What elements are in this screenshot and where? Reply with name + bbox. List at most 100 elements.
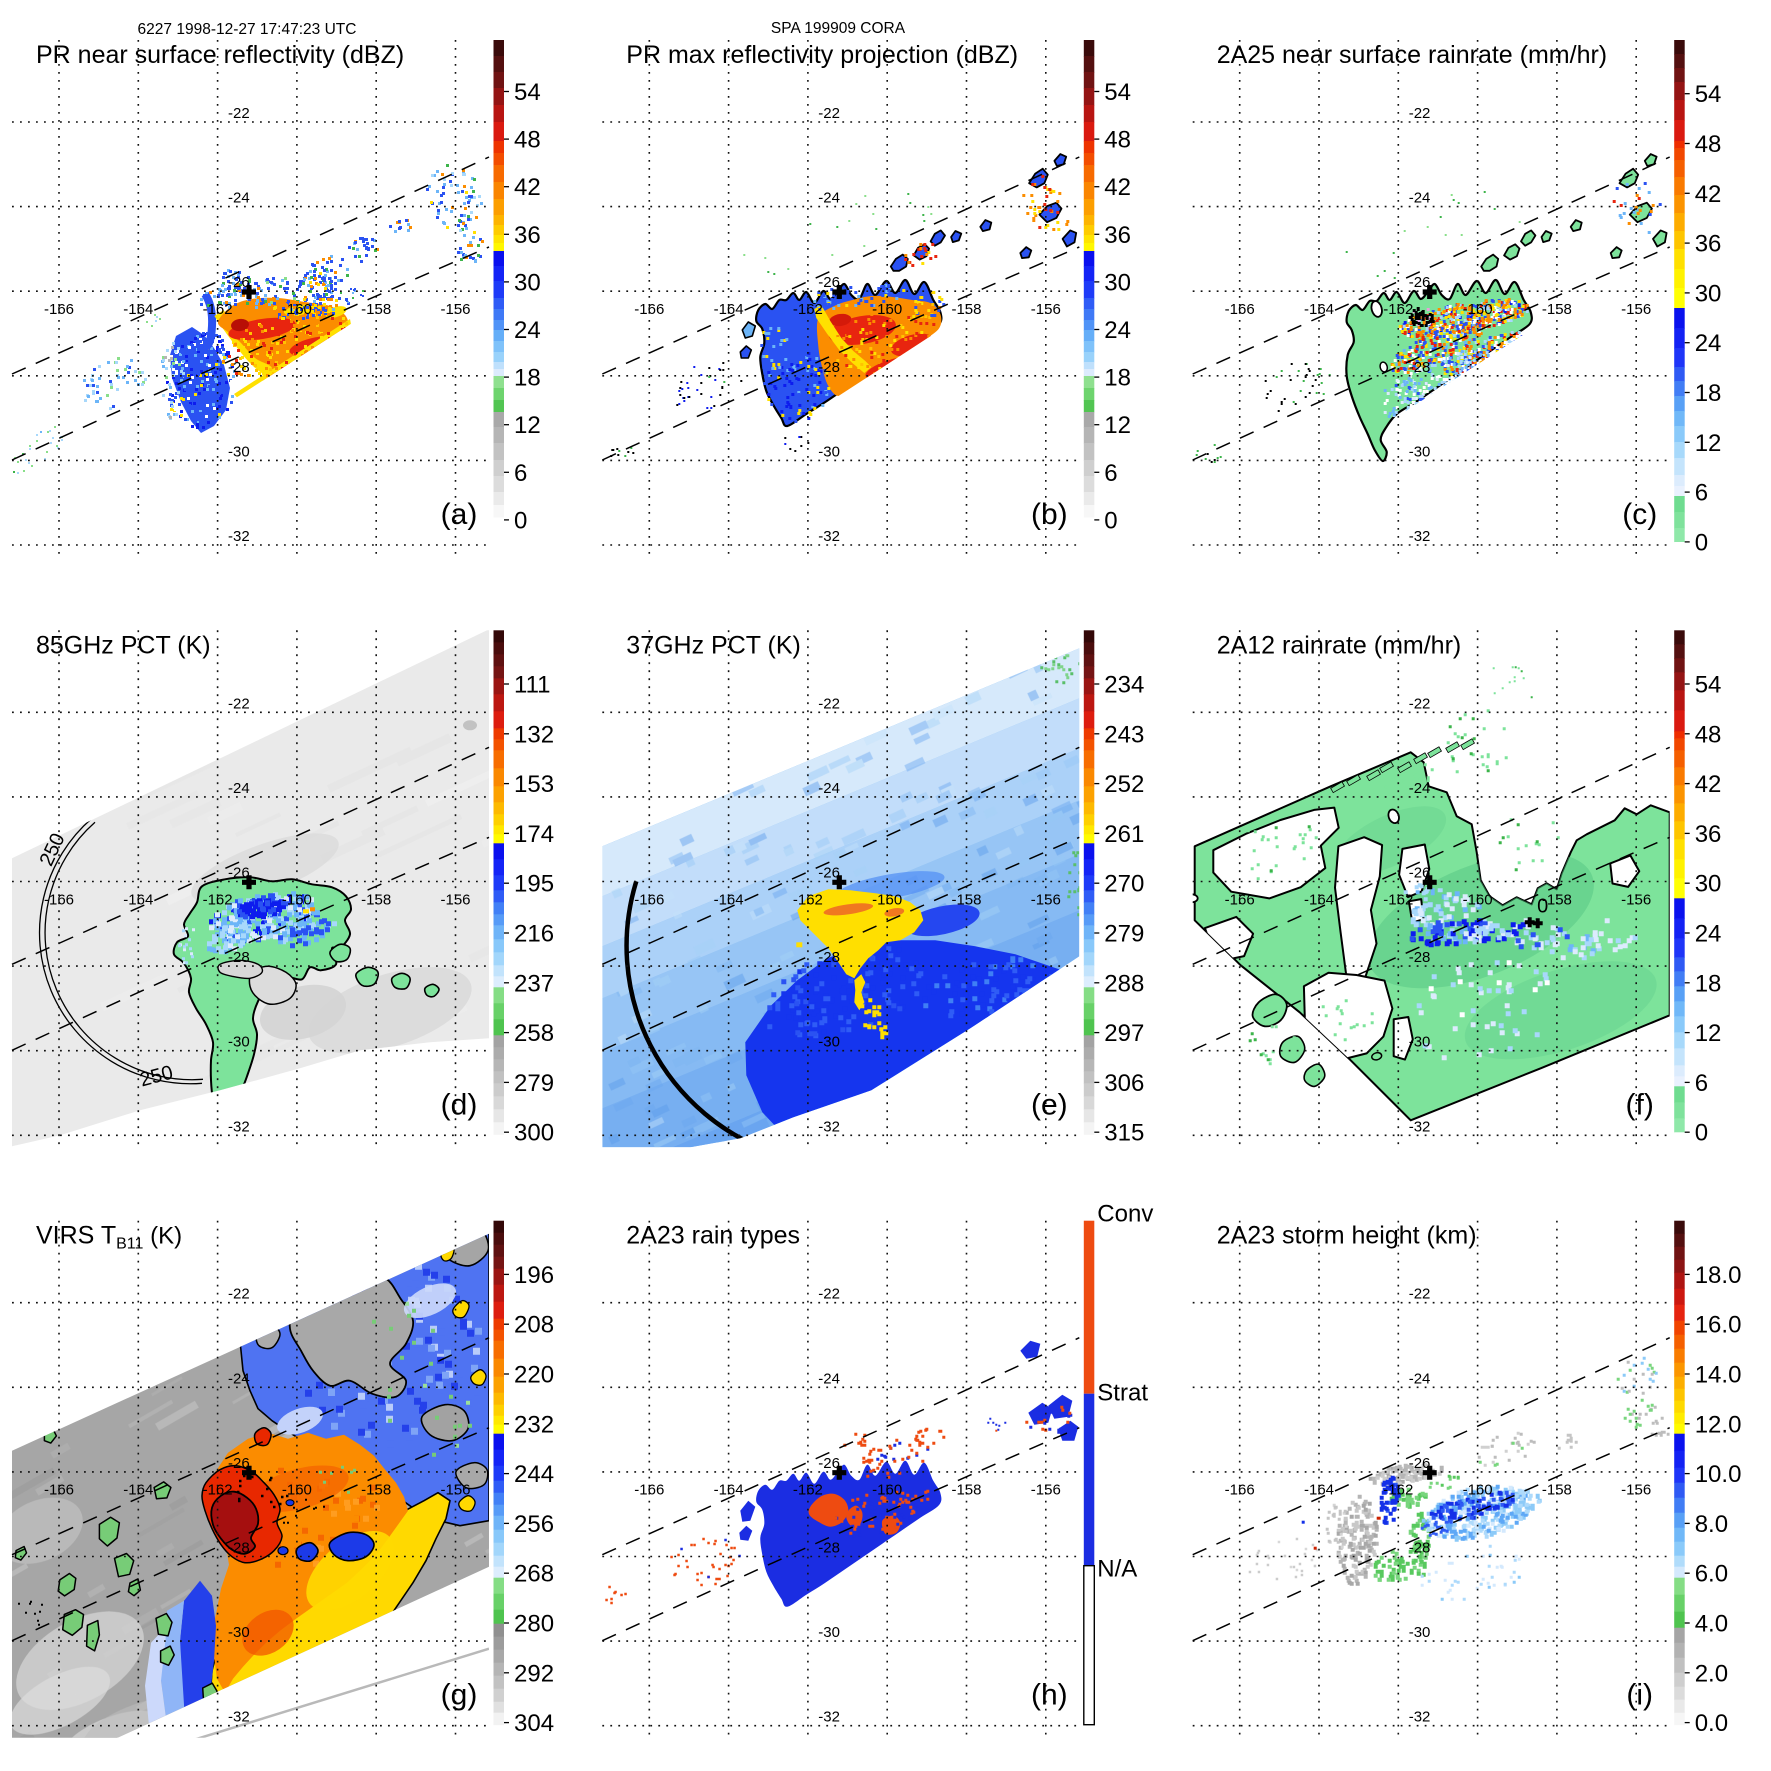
svg-text:-22: -22 [1409,695,1431,712]
svg-text:234: 234 [1104,672,1144,699]
svg-text:-32: -32 [228,528,250,545]
svg-text:18: 18 [1695,970,1722,997]
svg-text:-22: -22 [818,695,840,712]
svg-text:36: 36 [514,222,541,249]
svg-text:-158: -158 [951,301,981,318]
svg-text:36: 36 [1695,231,1722,258]
svg-text:-156: -156 [1031,1482,1061,1499]
svg-text:18.0: 18.0 [1695,1262,1742,1289]
svg-text:-26: -26 [1409,865,1431,882]
svg-text:279: 279 [1104,921,1144,948]
svg-text:-166: -166 [1225,1482,1255,1499]
svg-text:-28: -28 [1409,1540,1431,1557]
svg-text:48: 48 [1695,721,1722,748]
svg-text:-156: -156 [1621,301,1651,318]
svg-text:-24: -24 [228,190,250,207]
svg-text:-158: -158 [361,1482,391,1499]
svg-text:-26: -26 [818,1455,840,1472]
svg-text:42: 42 [514,174,541,201]
svg-text:48: 48 [1695,131,1722,158]
svg-text:-156: -156 [1031,301,1061,318]
svg-text:-158: -158 [1542,301,1572,318]
svg-text:216: 216 [514,921,554,948]
svg-text:-30: -30 [1409,443,1431,460]
svg-text:(b): (b) [1031,498,1068,531]
svg-text:-160: -160 [282,1482,312,1499]
svg-text:-166: -166 [44,1482,74,1499]
svg-text:196: 196 [514,1262,554,1289]
svg-text:-32: -32 [818,528,840,545]
svg-text:268: 268 [514,1561,554,1588]
svg-text:42: 42 [1695,771,1722,798]
svg-text:-164: -164 [123,301,153,318]
svg-text:SPA 199909 CORA: SPA 199909 CORA [771,20,906,37]
svg-text:279: 279 [514,1070,554,1097]
svg-text:6: 6 [514,460,527,487]
svg-text:-26: -26 [1409,1455,1431,1472]
svg-text:-30: -30 [818,1624,840,1641]
svg-text:48: 48 [514,127,541,154]
svg-text:6.0: 6.0 [1695,1561,1728,1588]
svg-text:232: 232 [514,1411,554,1438]
svg-text:PR near surface reflectivity (: PR near surface reflectivity (dBZ) [36,41,404,69]
svg-text:(c): (c) [1622,498,1657,531]
svg-text:-22: -22 [228,1286,250,1303]
svg-text:2A23 storm height (km): 2A23 storm height (km) [1217,1222,1477,1250]
svg-text:4.0: 4.0 [1695,1611,1728,1638]
svg-text:243: 243 [1104,721,1144,748]
svg-text:-162: -162 [1383,301,1413,318]
svg-text:30: 30 [1695,871,1722,898]
svg-text:-162: -162 [1383,891,1413,908]
svg-text:2A25 near surface rainrate (mm: 2A25 near surface rainrate (mm/hr) [1217,41,1607,69]
svg-text:-164: -164 [1304,301,1334,318]
svg-text:(e): (e) [1031,1088,1068,1121]
svg-text:18: 18 [1104,365,1131,392]
svg-text:-160: -160 [282,891,312,908]
svg-text:-30: -30 [818,443,840,460]
svg-text:12: 12 [1695,430,1722,457]
svg-text:18: 18 [1695,380,1722,407]
svg-text:-162: -162 [203,891,233,908]
svg-text:-32: -32 [228,1118,250,1135]
svg-text:244: 244 [514,1461,554,1488]
svg-text:-26: -26 [818,865,840,882]
svg-text:-28: -28 [818,1540,840,1557]
svg-text:252: 252 [1104,771,1144,798]
svg-text:288: 288 [1104,970,1144,997]
svg-text:0: 0 [1537,895,1548,917]
svg-text:(d): (d) [441,1088,478,1121]
svg-text:111: 111 [514,672,550,699]
svg-text:-162: -162 [1383,1482,1413,1499]
svg-text:306: 306 [1104,1070,1144,1097]
svg-text:-26: -26 [228,274,250,291]
svg-text:2.0: 2.0 [1695,1660,1728,1687]
svg-text:8.0: 8.0 [1695,1511,1728,1538]
svg-text:14.0: 14.0 [1695,1362,1742,1389]
svg-text:12: 12 [514,412,541,439]
svg-text:(f): (f) [1626,1088,1654,1121]
svg-text:-158: -158 [951,1482,981,1499]
svg-text:270: 270 [1104,871,1144,898]
svg-text:(g): (g) [441,1679,478,1712]
svg-text:-166: -166 [1225,301,1255,318]
svg-text:-32: -32 [818,1709,840,1726]
svg-text:-166: -166 [634,301,664,318]
svg-text:-22: -22 [818,105,840,122]
svg-text:-24: -24 [228,1370,250,1387]
svg-text:-32: -32 [1409,1118,1431,1135]
svg-text:237: 237 [514,970,554,997]
svg-text:258: 258 [514,1020,554,1047]
svg-text:0.0: 0.0 [1695,1710,1728,1737]
svg-text:-166: -166 [1225,891,1255,908]
svg-text:0: 0 [1104,507,1117,534]
svg-text:153: 153 [514,771,554,798]
svg-text:Conv: Conv [1097,1201,1153,1228]
svg-text:-160: -160 [1463,301,1493,318]
svg-text:280: 280 [514,1611,554,1638]
svg-text:256: 256 [514,1511,554,1538]
svg-text:174: 174 [514,821,554,848]
svg-text:30: 30 [514,269,541,296]
svg-text:-156: -156 [1621,1482,1651,1499]
svg-text:6227 1998-12-27 17:47:23 UTC: 6227 1998-12-27 17:47:23 UTC [138,21,357,38]
svg-text:-162: -162 [203,301,233,318]
